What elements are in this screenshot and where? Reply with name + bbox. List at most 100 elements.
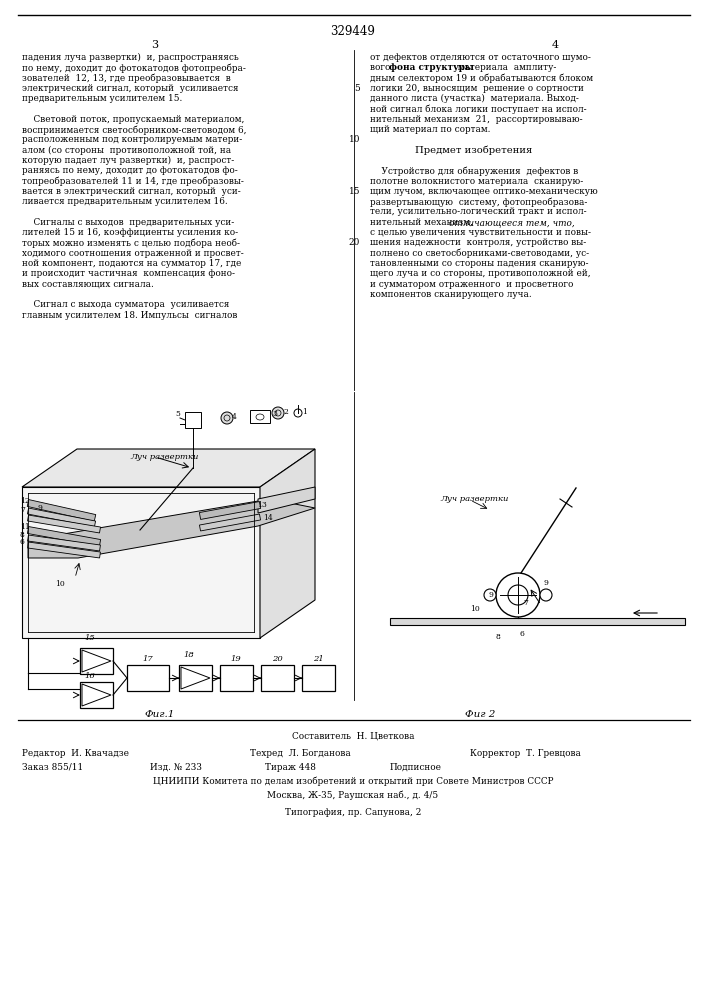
Polygon shape [28, 542, 100, 558]
Text: расположенным под контролируемым матери-: расположенным под контролируемым матери- [22, 135, 243, 144]
Circle shape [484, 589, 496, 601]
Text: щего луча и со стороны, противоположной ей,: щего луча и со стороны, противоположной … [370, 269, 590, 278]
Text: отличающееся тем, что,: отличающееся тем, что, [449, 218, 575, 227]
Text: шения надежности  контроля, устройство вы-: шения надежности контроля, устройство вы… [370, 238, 586, 247]
FancyBboxPatch shape [390, 618, 685, 625]
Text: топреобразователей 11 и 14, где преобразовы-: топреобразователей 11 и 14, где преобраз… [22, 177, 244, 186]
Polygon shape [28, 508, 95, 527]
Text: 13: 13 [257, 501, 267, 509]
Polygon shape [260, 449, 315, 638]
Text: Подписное: Подписное [390, 763, 442, 772]
Text: Тираж 448: Тираж 448 [265, 763, 316, 772]
Circle shape [294, 409, 302, 417]
Text: 10: 10 [470, 605, 480, 613]
Text: нительный механизм,: нительный механизм, [370, 218, 476, 227]
Text: Фиг.1: Фиг.1 [145, 710, 175, 719]
Text: Редактор  И. Квачадзе: Редактор И. Квачадзе [22, 749, 129, 758]
Text: Корректор  Т. Гревцова: Корректор Т. Гревцова [470, 749, 581, 758]
Text: 8: 8 [496, 633, 501, 641]
Text: 6: 6 [520, 630, 525, 638]
Circle shape [496, 573, 540, 617]
Polygon shape [28, 515, 100, 533]
Text: 5: 5 [354, 84, 360, 93]
Text: торых можно изменять с целью подбора необ-: торых можно изменять с целью подбора нео… [22, 238, 240, 248]
Text: 9: 9 [544, 579, 549, 587]
Text: 17: 17 [143, 655, 153, 663]
Text: фона структуры: фона структуры [389, 63, 474, 72]
Text: 3: 3 [151, 40, 158, 50]
Text: 10: 10 [55, 580, 65, 588]
Text: 4: 4 [551, 40, 559, 50]
Text: развертывающую  систему, фотопреобразова-: развертывающую систему, фотопреобразова- [370, 197, 588, 207]
Text: 4: 4 [232, 413, 237, 421]
Polygon shape [22, 487, 260, 638]
Text: ЦНИИПИ Комитета по делам изобретений и открытий при Совете Министров СССР: ЦНИИПИ Комитета по делам изобретений и о… [153, 777, 554, 786]
Circle shape [272, 407, 284, 419]
Text: главным усилителем 18. Импульсы  сигналов: главным усилителем 18. Импульсы сигналов [22, 310, 238, 320]
Text: 3: 3 [272, 410, 277, 418]
FancyBboxPatch shape [179, 665, 212, 691]
Text: 1: 1 [302, 408, 307, 416]
Text: щим лучом, включающее оптико-механическую: щим лучом, включающее оптико-механическу… [370, 187, 597, 196]
FancyBboxPatch shape [127, 665, 169, 691]
Polygon shape [199, 502, 261, 519]
Text: 8: 8 [20, 531, 25, 539]
Text: щий материал по сортам.: щий материал по сортам. [370, 125, 491, 134]
Text: и происходит частичная  компенсация фоно-: и происходит частичная компенсация фоно- [22, 269, 235, 278]
Text: алом (со стороны  противоположной той, на: алом (со стороны противоположной той, на [22, 146, 231, 155]
Text: Заказ 855/11: Заказ 855/11 [22, 763, 83, 772]
Text: 20: 20 [271, 655, 282, 663]
Text: Сигналы с выходов  предварительных уси-: Сигналы с выходов предварительных уси- [22, 218, 234, 227]
Text: 15: 15 [349, 187, 360, 196]
Text: 14: 14 [263, 514, 273, 522]
Text: от дефектов отделяются от остаточного шумо-: от дефектов отделяются от остаточного шу… [370, 53, 591, 62]
Polygon shape [28, 499, 315, 558]
Text: ной компонент, подаются на сумматор 17, где: ной компонент, подаются на сумматор 17, … [22, 259, 241, 268]
Text: предварительным усилителем 15.: предварительным усилителем 15. [22, 94, 182, 103]
Text: с целью увеличения чувствительности и повы-: с целью увеличения чувствительности и по… [370, 228, 591, 237]
Text: падения луча развертки)  и, распространяясь: падения луча развертки) и, распространяя… [22, 53, 239, 62]
Text: 12: 12 [20, 497, 30, 505]
Text: Москва, Ж-35, Раушская наб., д. 4/5: Москва, Ж-35, Раушская наб., д. 4/5 [267, 790, 438, 800]
FancyBboxPatch shape [185, 412, 201, 428]
Text: дным селектором 19 и обрабатываются блоком: дным селектором 19 и обрабатываются блок… [370, 74, 593, 83]
Text: 15: 15 [84, 634, 95, 642]
Polygon shape [258, 487, 315, 513]
Text: Сигнал с выхода сумматора  усиливается: Сигнал с выхода сумматора усиливается [22, 300, 229, 309]
Text: компонентов сканирующего луча.: компонентов сканирующего луча. [370, 290, 532, 299]
Text: Фиг 2: Фиг 2 [464, 710, 495, 719]
Polygon shape [28, 527, 100, 546]
Text: Составитель  Н. Цветкова: Составитель Н. Цветкова [292, 732, 414, 741]
FancyBboxPatch shape [220, 665, 253, 691]
FancyBboxPatch shape [250, 410, 270, 423]
Text: воспринимается светосборником-световодом 6,: воспринимается светосборником-световодом… [22, 125, 247, 135]
Text: логики 20, выносящим  решение о сортности: логики 20, выносящим решение о сортности [370, 84, 584, 93]
Text: 18: 18 [183, 651, 194, 659]
Text: 6: 6 [20, 538, 25, 546]
Text: 20: 20 [349, 238, 360, 247]
Text: 2: 2 [283, 408, 288, 416]
Text: вых составляющих сигнала.: вых составляющих сигнала. [22, 280, 154, 289]
Text: 9: 9 [38, 504, 43, 512]
Text: Луч развертки: Луч развертки [440, 495, 508, 503]
Text: вается в электрический сигнал, который  уси-: вается в электрический сигнал, который у… [22, 187, 241, 196]
Polygon shape [22, 449, 315, 487]
Text: Типография, пр. Сапунова, 2: Типография, пр. Сапунова, 2 [285, 808, 421, 817]
Text: 7: 7 [20, 506, 25, 514]
Text: Устройство для обнаружения  дефектов в: Устройство для обнаружения дефектов в [370, 166, 578, 176]
Text: полнено со светосборниками-световодами, ус-: полнено со светосборниками-световодами, … [370, 249, 589, 258]
Text: которую падает луч развертки)  и, распрост-: которую падает луч развертки) и, распрос… [22, 156, 234, 165]
Text: 19: 19 [230, 655, 241, 663]
Text: данного листа (участка)  материала. Выход-: данного листа (участка) материала. Выход… [370, 94, 579, 103]
Text: Луч развертки: Луч развертки [130, 453, 199, 461]
Circle shape [540, 589, 552, 601]
Text: ливается предварительным усилителем 16.: ливается предварительным усилителем 16. [22, 197, 228, 206]
Text: 329449: 329449 [331, 25, 375, 38]
Text: по нему, доходит до фотокатодов фотопреобра-: по нему, доходит до фотокатодов фотопрео… [22, 63, 246, 73]
FancyBboxPatch shape [302, 665, 335, 691]
Text: полотне волокнистого материала  сканирую-: полотне волокнистого материала сканирую- [370, 177, 583, 186]
Text: 10: 10 [349, 135, 360, 144]
Polygon shape [28, 500, 95, 521]
Text: 9: 9 [489, 591, 493, 599]
FancyBboxPatch shape [261, 665, 294, 691]
